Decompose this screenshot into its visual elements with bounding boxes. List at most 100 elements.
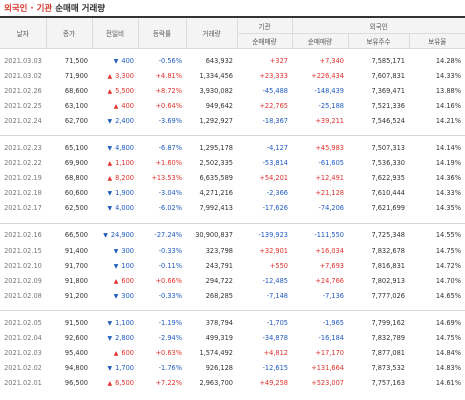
row-holdings: 7,369,471 xyxy=(371,86,405,95)
row-inst-net: -45,488 xyxy=(262,86,288,95)
table-row: 2021.02.23 65,100 ▼ 4,800 -6.87% 1,295,178 -4,… xyxy=(0,140,465,155)
row-holdings: 7,873,532 xyxy=(371,364,405,373)
col-change: 전일비 xyxy=(92,16,139,49)
table-row: 2021.02.01 96,500 ▲ 6,500 +7.22% 2,963,700 +49… xyxy=(0,376,465,391)
row-close: 91,500 xyxy=(64,318,88,327)
row-change: ▼ 100 xyxy=(92,258,138,273)
col-inst-net: 순매매량 xyxy=(237,33,293,49)
row-change: ▲ 8,200 xyxy=(92,171,138,186)
down-arrow-icon: ▼ xyxy=(113,57,119,65)
row-holding-rate: 14.21% xyxy=(435,116,461,125)
row-date: 2021.02.10 xyxy=(4,261,42,270)
row-rate: +7.22% xyxy=(155,379,182,388)
row-holding-rate: 13.88% xyxy=(435,86,461,95)
row-close: 65,100 xyxy=(64,144,88,153)
row-change: ▲ 6,500 xyxy=(92,376,138,391)
row-foreign-net: +21,128 xyxy=(315,189,344,198)
row-change: ▼ 4,800 xyxy=(92,140,138,155)
row-change: ▼ 1,100 xyxy=(92,315,138,330)
row-holding-rate: 14.70% xyxy=(435,276,461,285)
row-date: 2021.02.16 xyxy=(4,231,42,240)
row-holding-rate: 14.55% xyxy=(435,231,461,240)
row-foreign-net: +7,340 xyxy=(319,56,344,65)
row-foreign-net: +16,034 xyxy=(315,246,344,255)
table-row: 2021.02.05 91,500 ▼ 1,100 -1.19% 378,794 -1,70… xyxy=(0,315,465,330)
table-row: 2021.02.19 68,800 ▲ 8,200 +13.53% 6,635,589 +5… xyxy=(0,171,465,186)
row-holdings: 7,802,913 xyxy=(371,276,405,285)
table-row: 2021.02.25 63,100 ▲ 400 +0.64% 949,642 +22,765… xyxy=(0,98,465,113)
row-volume: 1,334,456 xyxy=(199,71,233,80)
row-volume: 6,635,589 xyxy=(199,174,233,183)
row-close: 95,400 xyxy=(64,349,88,358)
row-change: ▼ 1,900 xyxy=(92,186,138,201)
row-close: 71,500 xyxy=(64,56,88,65)
row-close: 68,600 xyxy=(64,86,88,95)
row-change-value: 400 xyxy=(121,56,134,65)
row-close: 91,700 xyxy=(64,261,88,270)
row-close: 60,600 xyxy=(64,189,88,198)
table-row: 2021.02.22 69,900 ▲ 1,100 +1.60% 2,502,335 -53… xyxy=(0,156,465,171)
table-body: 2021.03.03 71,500 ▼ 400 -0.56% 643,932 +327 +7,… xyxy=(0,49,465,391)
row-holdings: 7,757,163 xyxy=(371,379,405,388)
up-arrow-icon: ▲ xyxy=(107,87,113,95)
up-arrow-icon: ▲ xyxy=(113,102,119,110)
row-holdings: 7,546,524 xyxy=(371,116,405,125)
row-rate: -0.11% xyxy=(158,261,182,270)
row-change-value: 1,700 xyxy=(115,364,134,373)
row-holding-rate: 14.65% xyxy=(435,291,461,300)
down-arrow-icon: ▼ xyxy=(107,365,113,373)
row-rate: +0.66% xyxy=(155,276,182,285)
row-date: 2021.02.09 xyxy=(4,276,42,285)
row-inst-net: +32,901 xyxy=(259,246,288,255)
down-arrow-icon: ▼ xyxy=(107,190,113,198)
row-foreign-net: +523,007 xyxy=(311,379,344,388)
row-close: 96,500 xyxy=(64,379,88,388)
row-change: ▼ 2,400 xyxy=(92,113,138,128)
row-close: 91,200 xyxy=(64,291,88,300)
row-inst-net: -139,923 xyxy=(258,231,288,240)
row-foreign-net: +17,170 xyxy=(315,349,344,358)
row-foreign-net: +12,491 xyxy=(315,174,344,183)
col-foreign-net: 순매매량 xyxy=(292,33,349,49)
row-holdings: 7,799,162 xyxy=(371,318,405,327)
row-rate: -1.76% xyxy=(158,364,182,373)
row-foreign-net: -111,550 xyxy=(314,231,344,240)
row-holdings: 7,622,935 xyxy=(371,174,405,183)
down-arrow-icon: ▼ xyxy=(107,117,113,125)
row-close: 91,800 xyxy=(64,276,88,285)
row-change-value: 1,900 xyxy=(115,189,134,198)
row-holding-rate: 14.35% xyxy=(435,204,461,213)
row-holding-rate: 14.75% xyxy=(435,246,461,255)
row-volume: 1,574,492 xyxy=(199,349,233,358)
col-holdings: 보유주수 xyxy=(348,33,410,49)
up-arrow-icon: ▲ xyxy=(107,160,113,168)
row-holdings: 7,832,678 xyxy=(371,246,405,255)
row-holdings: 7,725,348 xyxy=(371,231,405,240)
row-volume: 7,992,413 xyxy=(199,204,233,213)
row-holding-rate: 14.84% xyxy=(435,349,461,358)
row-holdings: 7,816,831 xyxy=(371,261,405,270)
row-foreign-net: +39,211 xyxy=(315,116,344,125)
row-date: 2021.02.26 xyxy=(4,86,42,95)
row-date: 2021.02.22 xyxy=(4,159,42,168)
row-rate: -1.19% xyxy=(158,318,182,327)
row-foreign-net: -61,605 xyxy=(318,159,344,168)
row-foreign-net: +7,693 xyxy=(319,261,344,270)
row-inst-net: -34,878 xyxy=(262,334,288,343)
row-change-value: 8,200 xyxy=(115,174,134,183)
row-close: 62,500 xyxy=(64,204,88,213)
row-holdings: 7,777,026 xyxy=(371,291,405,300)
panel-title: 외국인 · 기관 순매매 거래량 xyxy=(4,2,105,16)
row-volume: 2,963,700 xyxy=(199,379,233,388)
col-foreign: 외국인 xyxy=(292,16,465,34)
row-change-value: 24,900 xyxy=(110,231,134,240)
row-rate: -27.24% xyxy=(154,231,182,240)
row-holdings: 7,521,336 xyxy=(371,101,405,110)
row-rate: -6.87% xyxy=(158,144,182,153)
row-date: 2021.02.15 xyxy=(4,246,42,255)
row-close: 66,500 xyxy=(64,231,88,240)
row-change: ▲ 600 xyxy=(92,273,138,288)
trading-table: 날자 종가 전일비 등락률 거래량 기관 외국인 순매매량 순매매량 보유주수 … xyxy=(0,16,465,391)
table-row: 2021.03.02 71,900 ▲ 3,300 +4.81% 1,334,456 +23… xyxy=(0,68,465,83)
table-row: 2021.02.04 92,600 ▼ 2,800 -2.94% 499,319 -34,8… xyxy=(0,331,465,346)
